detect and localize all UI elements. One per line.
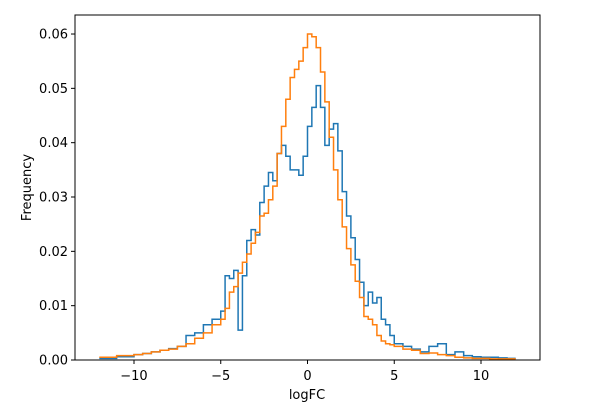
y-tick-label: 0.06 — [39, 28, 68, 43]
y-axis-label: Frequency — [20, 154, 35, 221]
series-group — [99, 33, 516, 360]
axes-frame — [74, 14, 541, 361]
y-tick-label: 0.05 — [39, 82, 68, 97]
x-axis-label: logFC — [289, 388, 325, 403]
y-tick-label: 0.03 — [39, 191, 68, 206]
y-axis-ticks: 0.00 0.01 0.02 0.03 0.04 0.05 0.06 — [39, 28, 75, 369]
x-tick-label: 5 — [390, 369, 398, 384]
y-tick-label: 0.02 — [39, 245, 68, 260]
histogram-series-2 — [99, 33, 516, 360]
plot-area — [74, 14, 541, 361]
x-axis-ticks: −10 −5 0 5 10 — [120, 360, 489, 384]
y-tick-label: 0.00 — [39, 354, 68, 369]
x-tick-label: −10 — [120, 369, 147, 384]
x-tick-label: 10 — [473, 369, 490, 384]
x-tick-label: 0 — [303, 369, 311, 384]
histogram-series-1 — [99, 84, 516, 360]
x-tick-label: −5 — [211, 369, 230, 384]
y-tick-label: 0.01 — [39, 299, 68, 314]
y-tick-label: 0.04 — [39, 136, 68, 151]
